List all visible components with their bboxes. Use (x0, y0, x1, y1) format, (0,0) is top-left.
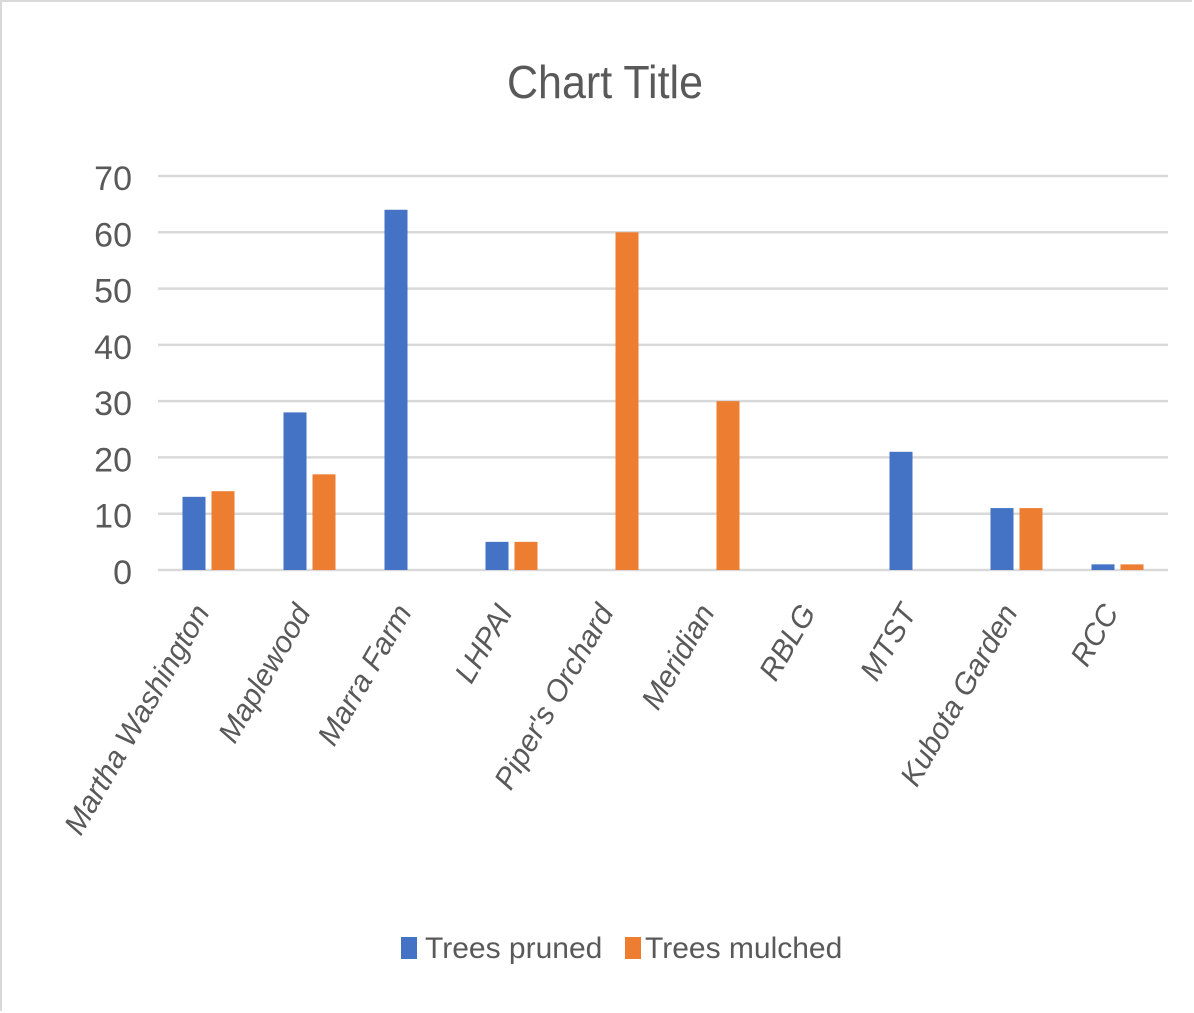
y-tick-label: 20 (94, 441, 132, 479)
bar-trees-mulched (615, 232, 639, 571)
x-tick-label: Marra Farm (312, 599, 419, 751)
y-axis-tick-labels: 0 10 20 30 40 50 60 70 (94, 160, 132, 592)
y-tick-label: 50 (94, 273, 132, 311)
bar-trees-mulched (211, 491, 235, 570)
x-tick-label: Maplewood (212, 598, 318, 749)
y-tick-label: 10 (94, 498, 132, 536)
bar-trees-pruned (1091, 564, 1115, 570)
bar-trees-pruned (384, 209, 408, 570)
legend-swatch (401, 937, 417, 959)
x-tick-label: RBLG (753, 599, 822, 686)
bar-trees-mulched (716, 401, 740, 570)
bar-trees-mulched (1019, 508, 1043, 570)
bar-trees-pruned (182, 496, 206, 570)
bar-trees-pruned (485, 541, 509, 570)
x-tick-label: Martha Washington (58, 599, 216, 840)
x-tick-label: Meridian (635, 599, 721, 715)
y-tick-label: 30 (94, 385, 132, 423)
y-tick-label: 60 (94, 216, 132, 254)
x-tick-label: RCC (1064, 599, 1125, 672)
chart-title: Chart Title (507, 56, 703, 108)
bar-trees-mulched (1120, 564, 1144, 570)
y-tick-label: 70 (94, 160, 132, 198)
legend: Trees pruned Trees mulched (401, 932, 842, 965)
y-tick-label: 0 (113, 554, 132, 592)
legend-label: Trees mulched (645, 932, 842, 965)
bars (182, 209, 1144, 571)
legend-swatch (625, 937, 641, 959)
legend-label: Trees pruned (425, 932, 602, 965)
gridlines (158, 174, 1168, 572)
bar-trees-mulched (312, 474, 336, 570)
x-tick-label: LHPAI (449, 599, 520, 689)
bar-trees-pruned (283, 412, 307, 570)
bar-trees-pruned (990, 508, 1014, 570)
bar-trees-pruned (889, 451, 913, 570)
bar-trees-mulched (514, 541, 538, 570)
x-tick-label: MTST (854, 597, 925, 687)
y-tick-label: 40 (94, 329, 132, 367)
